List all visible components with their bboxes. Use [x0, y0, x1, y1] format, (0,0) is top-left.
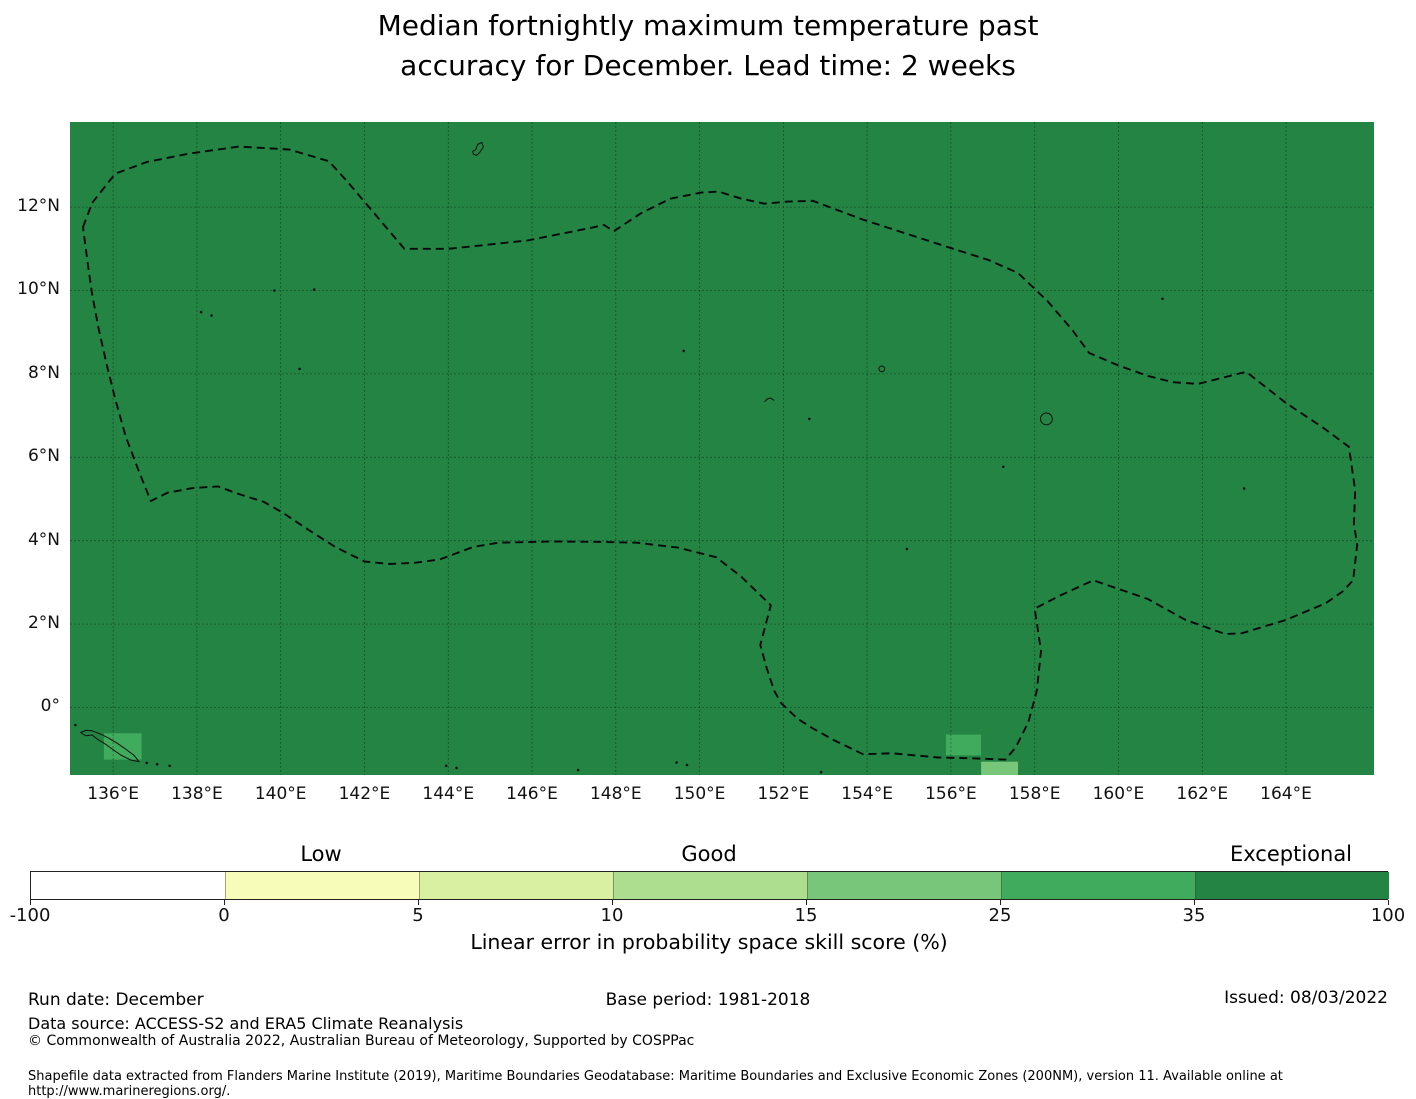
islet-dot	[1242, 487, 1246, 490]
base-period-text: Base period: 1981-2018	[605, 990, 811, 1010]
colorbar-tickmark	[30, 900, 32, 905]
x-tick-label: 142°E	[338, 784, 391, 804]
colorbar-caption: Linear error in probability space skill …	[470, 930, 948, 954]
colorbar-tick-label: 100	[1370, 905, 1406, 926]
colorbar-tickmark	[1194, 900, 1196, 905]
skill-anomaly-cell	[945, 734, 982, 756]
islet-dot	[808, 417, 811, 421]
y-tick-label: 12°N	[17, 196, 60, 217]
x-tick-label: 158°E	[1008, 784, 1061, 804]
colorbar-segment	[31, 872, 225, 899]
colorbar-tickmark	[612, 900, 614, 905]
chart-title-line2: accuracy for December. Lead time: 2 week…	[400, 49, 1016, 82]
islet-dot	[74, 723, 77, 727]
island-outline-chuuk	[764, 397, 775, 403]
chart-title: Median fortnightly maximum temperature p…	[0, 6, 1416, 86]
islet-dot	[576, 768, 580, 772]
islet-dot	[1161, 297, 1164, 301]
colorbar-class-label: Exceptional	[1229, 842, 1353, 866]
run-date-text: Run date: December	[28, 990, 204, 1010]
x-tick-label: 150°E	[673, 784, 726, 804]
x-tick-label: 148°E	[589, 784, 642, 804]
x-tick-label: 152°E	[757, 784, 810, 804]
islet-dot	[1002, 465, 1005, 469]
colorbar-tick-label: 15	[794, 905, 818, 926]
colorbar-tick-label: 35	[1182, 905, 1206, 926]
colorbar-segment	[419, 872, 613, 899]
colorbar-tick-label: 5	[412, 905, 424, 926]
y-tick-label: 8°N	[27, 362, 60, 383]
y-tick-label: 0°	[40, 696, 60, 717]
island-outline-pohnpei	[1040, 412, 1053, 426]
x-tick-label: 162°E	[1176, 784, 1229, 804]
colorbar-segment	[1001, 872, 1195, 899]
islet-dot	[905, 547, 909, 551]
islet-dot	[444, 764, 448, 768]
map-background	[70, 122, 1374, 775]
y-tick-label: 2°N	[27, 613, 60, 634]
x-tick-label: 156°E	[925, 784, 977, 804]
islet-dot	[455, 766, 458, 770]
islet-dot	[312, 288, 316, 291]
x-tick-label: 136°E	[87, 784, 139, 804]
x-tick-label: 144°E	[422, 784, 475, 804]
colorbar-segment	[1195, 872, 1389, 899]
y-tick-label: 6°N	[27, 446, 60, 467]
colorbar-tickmark	[224, 900, 226, 905]
colorbar-segment	[613, 872, 807, 899]
islet-dot	[273, 289, 276, 292]
colorbar-class-label: Low	[300, 842, 342, 866]
islet-dot	[685, 763, 689, 767]
colorbar	[30, 871, 1389, 900]
island-outline-png-islands	[80, 729, 140, 763]
skill-anomaly-cell	[981, 761, 1018, 775]
x-tick-label: 146°E	[506, 784, 558, 804]
map-svg	[70, 122, 1374, 775]
islet-dot	[819, 770, 823, 774]
colorbar-tick-label: 0	[218, 905, 230, 926]
colorbar-tick-label: -100	[9, 905, 51, 926]
island-outline-nomwin	[878, 365, 886, 373]
map-plot-area	[70, 122, 1374, 775]
islet-dot	[145, 761, 148, 765]
y-tick-label: 4°N	[27, 529, 60, 550]
islet-dot	[155, 762, 159, 766]
issued-date-text: Issued: 08/03/2022	[1224, 988, 1388, 1008]
colorbar-tickmark	[1388, 900, 1390, 905]
colorbar-segment	[807, 872, 1001, 899]
x-tick-label: 140°E	[254, 784, 307, 804]
colorbar-tickmark	[418, 900, 420, 905]
islet-dot	[682, 349, 685, 353]
chart-title-line1: Median fortnightly maximum temperature p…	[377, 9, 1039, 42]
islet-dot	[199, 310, 203, 314]
y-tick-label: 10°N	[17, 279, 60, 300]
colorbar-tick-label: 10	[600, 905, 624, 926]
colorbar-tick-label: 25	[988, 905, 1012, 926]
colorbar-segment	[225, 872, 419, 899]
skill-anomaly-cell	[103, 733, 142, 760]
copyright-text: © Commonwealth of Australia 2022, Austra…	[28, 1033, 695, 1049]
data-source-text: Data source: ACCESS-S2 and ERA5 Climate …	[28, 1014, 464, 1033]
x-tick-label: 160°E	[1092, 784, 1145, 804]
island-outline-guam	[472, 141, 484, 156]
colorbar-tickmark	[1000, 900, 1002, 905]
islet-dot	[168, 764, 171, 768]
x-tick-label: 164°E	[1260, 784, 1312, 804]
islet-dot	[298, 367, 301, 371]
x-tick-label: 138°E	[171, 784, 223, 804]
x-tick-label: 154°E	[841, 784, 893, 804]
colorbar-tickmark	[806, 900, 808, 905]
colorbar-class-label: Good	[681, 842, 737, 866]
islet-dot	[675, 761, 678, 764]
islet-dot	[210, 314, 213, 317]
